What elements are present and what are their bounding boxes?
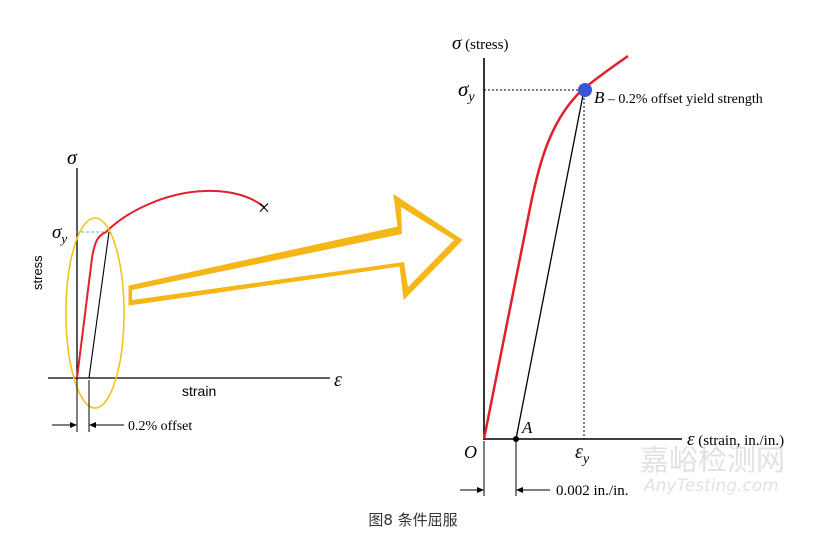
left-strain-label: strain [182,383,216,399]
right-offset-arrowhead-left [477,487,484,493]
left-offset-arrowhead-right [89,422,96,428]
left-offset-line [88,231,110,379]
right-sigma-y-label: σy [458,77,475,105]
right-stress-strain-curve [482,54,629,440]
left-epsilon-label: ε [334,369,342,391]
epsilon-y-label: εy [575,441,590,467]
left-stress-label: stress [30,255,45,290]
point-b-label: B – 0.2% offset yield strength [594,88,763,107]
right-offset-arrowhead-right [516,487,523,493]
point-a-marker [513,436,519,442]
watermark-chinese: 嘉峪检测网 [640,443,785,477]
point-a-label: A [521,418,533,437]
zoom-highlight-ellipse [65,217,125,409]
left-offset-label: 0.2% offset [128,419,192,434]
watermark-url: AnyTesting.com [643,476,779,496]
watermark: 嘉峪检测网 AnyTesting.com [640,443,785,496]
fracture-mark: × [258,195,270,220]
left-sigma-label: σ [67,147,78,169]
left-offset-arrowhead-left [70,422,77,428]
left-sigma-y-label: σy [52,222,67,246]
zoom-arrow [127,193,464,307]
left-stress-strain-diagram: × σ σy stress strain ε 0.2% offset [30,147,342,434]
left-stress-strain-curve [76,189,265,379]
right-offset-line [515,89,585,440]
point-b-marker [578,83,592,97]
right-stress-strain-diagram: σ (stress) σy B – 0.2% offset yield stre… [452,33,784,499]
right-y-axis-label: σ (stress) [452,33,508,54]
right-offset-label: 0.002 in./in. [556,483,629,499]
figure-caption: 图8 条件屈服 [368,511,458,529]
origin-label: O [464,442,477,462]
right-x-axis-label: ε (strain, in./in.) [687,429,784,450]
zoom-arrow-inner [132,207,454,300]
